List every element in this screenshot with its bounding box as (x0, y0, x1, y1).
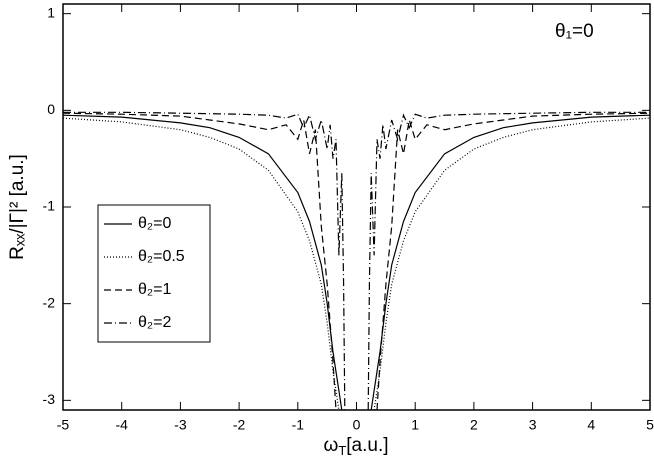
x-tick-label: 5 (646, 417, 654, 433)
x-tick-label: 0 (353, 417, 361, 433)
x-axis-label: ωT[a.u.] (323, 435, 388, 458)
legend-box (97, 204, 211, 343)
x-tick-label: -4 (115, 417, 128, 433)
legend-label: θ₂=0.5 (138, 248, 185, 265)
y-tick-label: -2 (43, 294, 56, 310)
x-label-part: [a.u.] (346, 435, 388, 456)
x-tick-label: -3 (174, 417, 187, 433)
x-tick-label: -5 (57, 417, 70, 433)
y-tick-label: 1 (47, 4, 55, 20)
y-tick-label: -3 (43, 391, 56, 407)
plot-area (63, 111, 650, 410)
x-label-part: ω (323, 435, 338, 456)
x-tick-label: 1 (411, 417, 419, 433)
x-tick-label: -1 (292, 417, 305, 433)
series-line (63, 117, 650, 410)
y-axis-label: Rₓₓ/|Γ|² [a.u.] (7, 154, 28, 260)
series-line (63, 112, 650, 410)
y-tick-label: -1 (43, 198, 56, 214)
legend-label: θ₂=0 (138, 215, 171, 232)
legend-label: θ₂=2 (138, 314, 171, 331)
series-line (63, 114, 650, 410)
series-line (63, 111, 650, 410)
legend-label: θ₂=1 (138, 281, 171, 298)
y-tick-label: 0 (47, 101, 55, 117)
x-tick-label: 2 (470, 417, 478, 433)
annotation: θ₁=0 (555, 21, 594, 42)
x-tick-label: -2 (233, 417, 246, 433)
x-label-sub: T (338, 443, 346, 458)
x-tick-label: 4 (587, 417, 595, 433)
x-tick-label: 3 (529, 417, 537, 433)
